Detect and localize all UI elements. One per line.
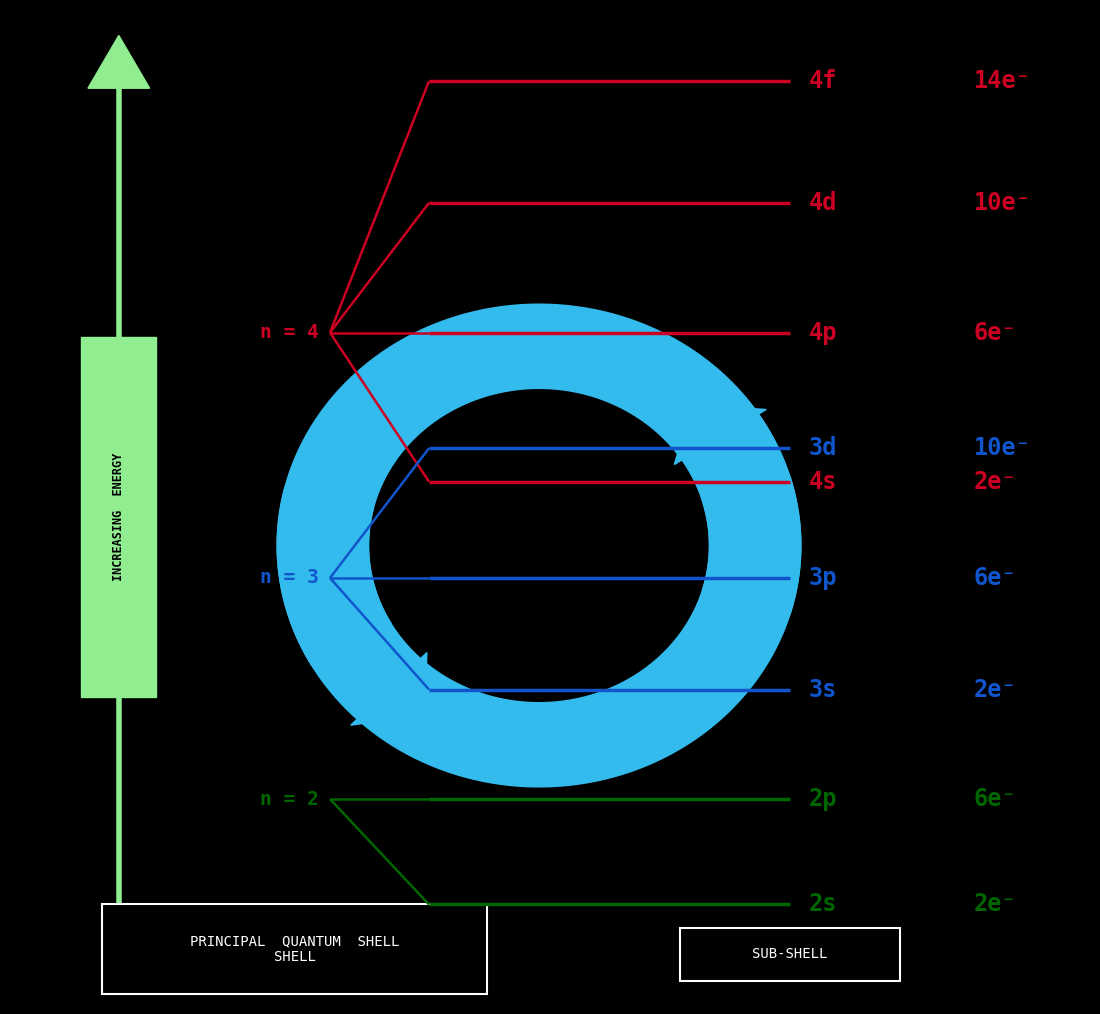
- Text: 2e⁻: 2e⁻: [974, 892, 1016, 917]
- Text: 4s: 4s: [808, 469, 837, 494]
- Text: 3s: 3s: [808, 677, 837, 702]
- Text: 3p: 3p: [808, 566, 837, 590]
- FancyBboxPatch shape: [81, 337, 156, 698]
- Text: n = 3: n = 3: [261, 569, 319, 587]
- Text: 2s: 2s: [808, 892, 837, 917]
- FancyBboxPatch shape: [680, 928, 900, 981]
- Text: 4d: 4d: [808, 191, 837, 215]
- Text: 3d: 3d: [808, 436, 837, 460]
- Text: 2p: 2p: [808, 787, 837, 811]
- Polygon shape: [277, 431, 801, 787]
- Text: n = 2: n = 2: [261, 790, 319, 808]
- Text: 2e⁻: 2e⁻: [974, 677, 1016, 702]
- Text: 4p: 4p: [808, 320, 837, 345]
- Text: 10e⁻: 10e⁻: [974, 191, 1031, 215]
- Polygon shape: [88, 35, 150, 88]
- FancyBboxPatch shape: [102, 904, 487, 994]
- Text: PRINCIPAL  QUANTUM  SHELL
SHELL: PRINCIPAL QUANTUM SHELL SHELL: [190, 934, 399, 964]
- Polygon shape: [674, 405, 767, 464]
- Text: 6e⁻: 6e⁻: [974, 320, 1016, 345]
- Text: n = 4: n = 4: [261, 323, 319, 342]
- Text: 2e⁻: 2e⁻: [974, 469, 1016, 494]
- Text: 10e⁻: 10e⁻: [974, 436, 1031, 460]
- Polygon shape: [351, 653, 427, 725]
- Text: SUB-SHELL: SUB-SHELL: [752, 947, 827, 961]
- Text: 14e⁻: 14e⁻: [974, 69, 1031, 93]
- Polygon shape: [277, 304, 801, 694]
- Text: INCREASING  ENERGY: INCREASING ENERGY: [112, 453, 125, 581]
- Text: 6e⁻: 6e⁻: [974, 566, 1016, 590]
- Text: 4f: 4f: [808, 69, 837, 93]
- Text: 6e⁻: 6e⁻: [974, 787, 1016, 811]
